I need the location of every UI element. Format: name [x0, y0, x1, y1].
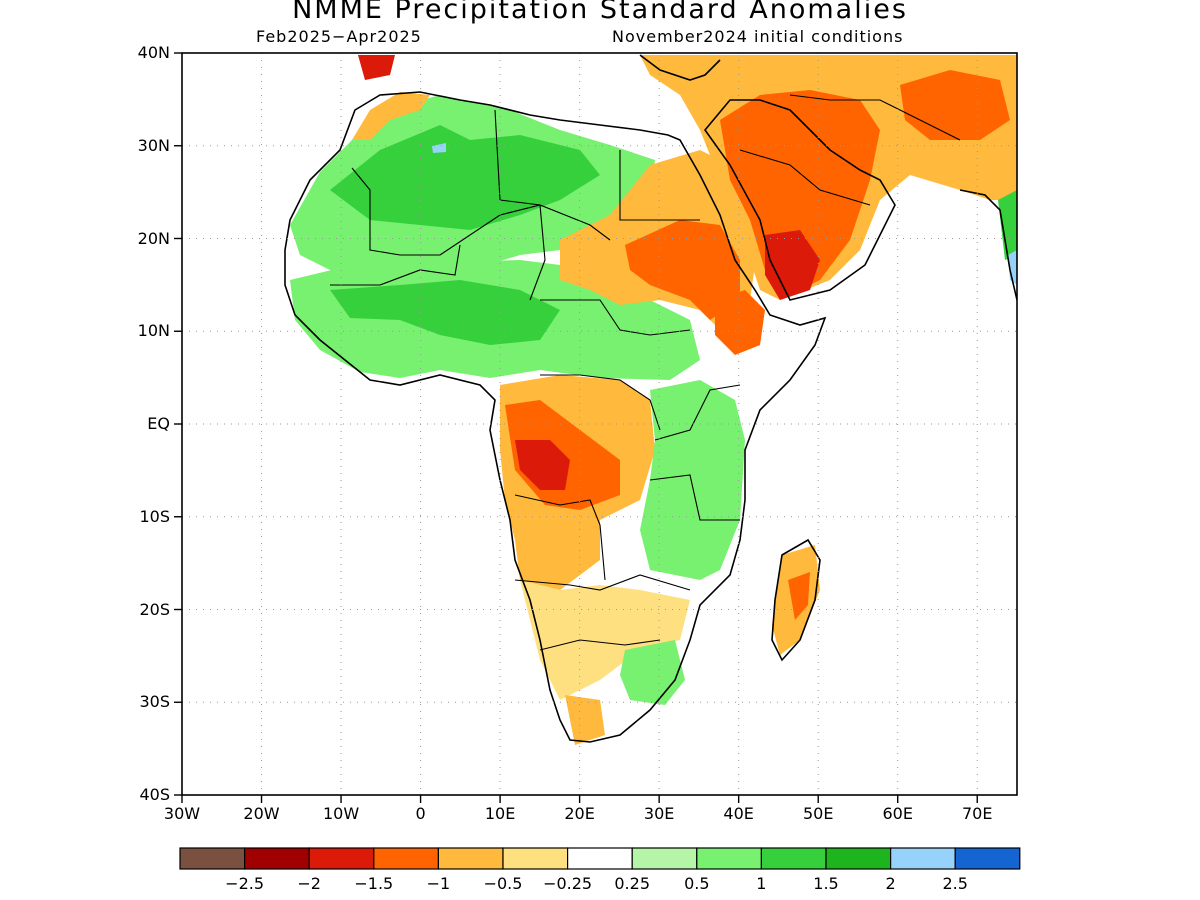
lon-label: 20W [243, 804, 280, 823]
dry-anomaly-north-coast [358, 55, 395, 80]
dry-anomaly-sudan-core [625, 220, 740, 320]
lat-label: EQ [147, 414, 170, 433]
map-title: NMME Precipitation Standard Anomalies [292, 0, 908, 25]
dry-anomaly-northwest [352, 92, 430, 140]
wet-anomaly-east-africa [640, 380, 745, 580]
colorbar-label: 2.5 [942, 874, 968, 893]
wet-anomaly-india-coast-strong [1008, 250, 1017, 285]
colorbar-swatch [631, 847, 698, 870]
colorbar [179, 847, 1021, 870]
lat-label: 20N [137, 228, 170, 248]
madagascar-coastline [771, 538, 821, 662]
colorbar-swatch [437, 847, 504, 870]
initial-conditions: November2024 initial conditions [612, 27, 904, 46]
colorbar-label: −0.5 [483, 874, 523, 893]
graticule [182, 53, 1017, 795]
colorbar-swatch [696, 847, 762, 870]
lat-label: 40N [137, 43, 170, 62]
axis-ticks [174, 52, 978, 803]
dry-anomaly-south-africa-sw [565, 695, 605, 745]
colorbar-label: 0.5 [684, 874, 710, 893]
border-east-africa [654, 384, 741, 441]
dry-anomaly-southern-africa [520, 580, 690, 700]
dry-anomaly-madagascar-core [788, 572, 810, 620]
mediterranean-coast [639, 54, 721, 81]
lat-label: 10N [137, 321, 170, 341]
colorbar-swatch [760, 847, 827, 870]
lon-label: 20E [564, 804, 595, 823]
wet-anomaly-spot [432, 143, 446, 153]
colorbar-swatch [308, 847, 375, 870]
colorbar-label: −1 [426, 874, 451, 893]
africa-coastline [284, 91, 827, 743]
dry-anomaly-middle-east-core [720, 90, 880, 295]
lon-label: 10E [484, 804, 516, 823]
border-south-africa [539, 639, 661, 651]
dry-anomaly-yemen [765, 230, 820, 300]
border-sahara-3 [494, 109, 546, 301]
border-egypt-sudan [619, 150, 700, 221]
dry-anomaly-angola-severe [515, 440, 570, 490]
dry-anomaly-iran-core [900, 70, 1010, 140]
lon-label: 40E [723, 804, 754, 823]
country-borders [330, 94, 961, 651]
border-central [540, 299, 691, 336]
arabia-coastline [703, 99, 896, 301]
lon-label: 10W [322, 804, 360, 823]
lon-label: 30W [163, 804, 201, 823]
colorbar-swatch [566, 847, 633, 870]
colorbar-swatch [373, 847, 439, 870]
lon-label: 0 [415, 804, 426, 823]
colorbar-label: 2 [885, 874, 896, 893]
border-tanzania [649, 474, 740, 521]
colorbar-label: 0.25 [614, 874, 650, 893]
dry-anomaly-ethiopia [715, 290, 765, 355]
border-iran [789, 94, 961, 141]
lat-label: 40S [139, 785, 170, 804]
border-arabia [739, 149, 871, 206]
colorbar-swatch [244, 847, 310, 870]
colorbar-swatch [954, 847, 1021, 870]
wet-anomaly-south-africa-east [620, 640, 685, 705]
lat-label: 10S [139, 506, 170, 526]
lon-label: 30E [643, 804, 675, 823]
wet-anomaly-west-africa-core [330, 280, 560, 345]
plot-frame [181, 52, 1018, 796]
colorbar-label: 1 [756, 874, 767, 893]
colorbar-swatch [825, 847, 892, 870]
forecast-period: Feb2025−Apr2025 [256, 27, 422, 46]
colorbar-label: −2.5 [225, 874, 265, 893]
lon-label: 70E [962, 804, 993, 823]
lat-label: 20S [139, 599, 170, 619]
colorbar-label: −1.5 [354, 874, 394, 893]
border-sahara-1 [351, 167, 440, 256]
coastlines [284, 54, 1017, 743]
colorbar-label: 1.5 [813, 874, 839, 893]
colorbar-swatch [179, 847, 246, 870]
colorbar-swatch [889, 847, 956, 870]
colorbar-swatch [502, 847, 569, 870]
border-congo [540, 374, 661, 431]
lat-label: 30S [139, 692, 170, 712]
border-southern [514, 574, 691, 591]
anomaly-field [290, 55, 1017, 745]
border-sahel [330, 244, 461, 286]
lat-label: 30N [137, 135, 170, 155]
colorbar-label: −2 [297, 874, 321, 893]
lon-label: 60E [882, 804, 913, 823]
india-coastline [959, 189, 1017, 301]
wet-anomaly-india-coast [998, 190, 1017, 260]
colorbar-label: −0.25 [543, 874, 593, 893]
lon-label: 50E [802, 804, 834, 823]
border-angola [514, 494, 606, 581]
